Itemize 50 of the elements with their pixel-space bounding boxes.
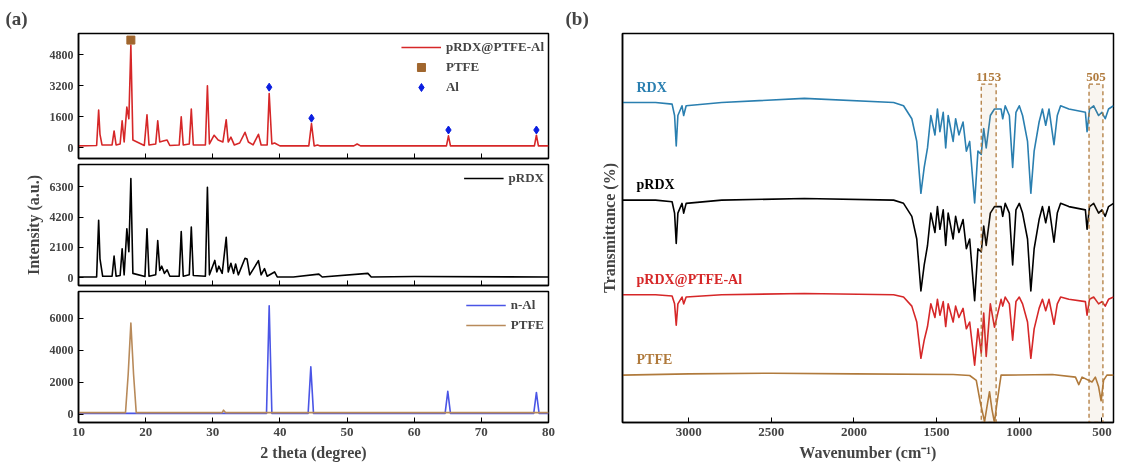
x-tick-label: 500 xyxy=(1092,423,1112,439)
y-tick-label: 3200 xyxy=(49,78,74,93)
chart-title: (a) xyxy=(5,7,28,30)
point xyxy=(266,82,273,92)
point xyxy=(533,125,540,135)
y-tick-label: 2100 xyxy=(49,240,74,255)
point xyxy=(126,35,136,45)
series-label: PTFE xyxy=(636,352,673,368)
x-tick-label: 30 xyxy=(206,423,220,439)
point xyxy=(445,125,452,135)
x-tick-label: 3000 xyxy=(675,423,702,439)
y-tick-label: 0 xyxy=(67,140,74,155)
chart-title: (b) xyxy=(565,7,589,30)
legend-label: PTFE xyxy=(445,59,480,75)
x-tick-label: 1500 xyxy=(923,423,950,439)
y-tick-label: 4800 xyxy=(49,47,74,62)
series-label: pRDX xyxy=(636,177,675,193)
y-axis-title: Intensity (a.u.) xyxy=(24,174,43,275)
band-label: 505 xyxy=(1086,69,1107,85)
y-tick-label: 6300 xyxy=(49,179,74,194)
x-tick-label: 50 xyxy=(340,423,354,439)
legend-label: pRDX xyxy=(508,170,544,186)
x-axis-title: 2 theta (degree) xyxy=(260,443,367,462)
y-tick-label: 0 xyxy=(67,270,74,285)
x-tick-label: 80 xyxy=(542,423,555,439)
legend-label: pRDX@PTFE-Al xyxy=(445,39,544,55)
legend-label: PTFE xyxy=(510,317,544,333)
y-tick-label: 0 xyxy=(67,407,74,422)
y-tick-label: 2000 xyxy=(49,375,74,390)
x-tick-label: 1000 xyxy=(1006,423,1033,439)
y-tick-label: 6000 xyxy=(49,311,74,326)
x-tick-label: 40 xyxy=(273,423,287,439)
y-axis-title: Transmittance (%) xyxy=(600,163,619,293)
y-tick-label: 1600 xyxy=(49,109,74,124)
x-tick-label: 10 xyxy=(72,423,85,439)
band-label: 1153 xyxy=(976,69,1002,85)
series-label: RDX xyxy=(636,79,667,95)
point xyxy=(308,113,315,123)
legend-label: n-Al xyxy=(510,297,536,313)
x-axis-title: Wavenumber (cm⁻¹) xyxy=(799,443,937,462)
x-tick-label: 2000 xyxy=(840,423,867,439)
x-tick-label: 60 xyxy=(407,423,421,439)
y-tick-label: 4200 xyxy=(49,210,74,225)
y-tick-label: 4000 xyxy=(49,343,74,358)
x-tick-label: 2500 xyxy=(758,423,785,439)
x-tick-label: 20 xyxy=(139,423,153,439)
series-label: pRDX@PTFE-Al xyxy=(636,271,743,287)
legend-label: Al xyxy=(445,79,460,95)
line-series xyxy=(78,322,549,414)
x-tick-label: 70 xyxy=(474,423,488,439)
